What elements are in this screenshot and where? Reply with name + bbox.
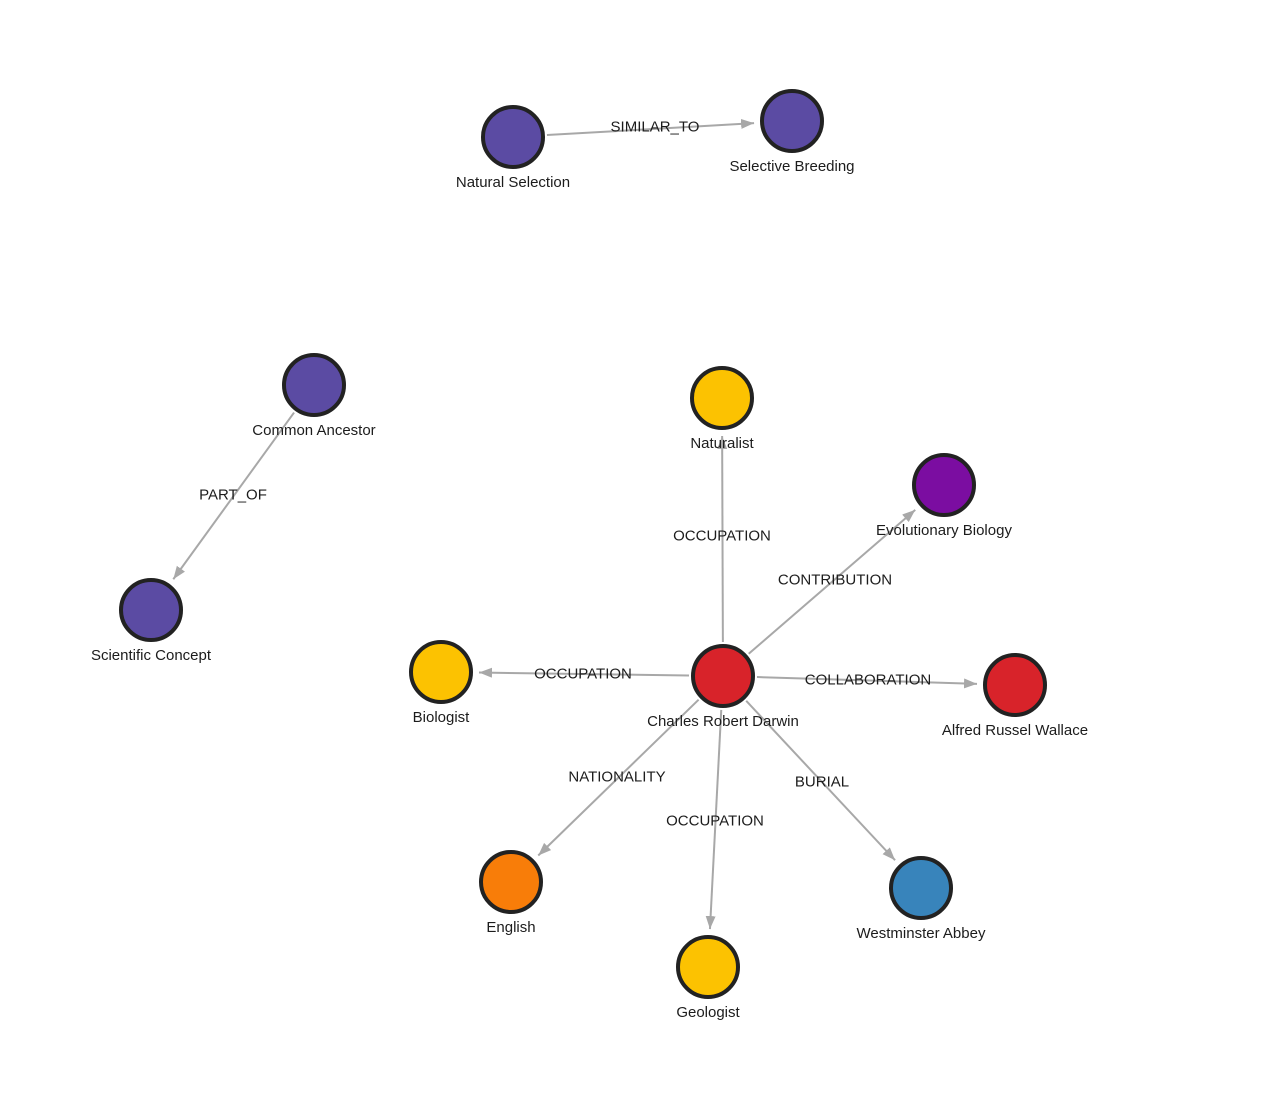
node-circle-selective-breeding[interactable] [760, 89, 824, 153]
edge-charles-robert-darwin-alfred-russel-wallace[interactable] [756, 676, 978, 689]
node-naturalist[interactable]: Naturalist [690, 366, 755, 452]
node-scientific-concept[interactable]: Scientific Concept [91, 578, 212, 664]
nodes-layer: Natural Selection Selective Breeding Commo… [91, 89, 1088, 1021]
node-label-geologist: Geologist [676, 1004, 740, 1021]
node-english[interactable]: English [479, 850, 543, 936]
edge-charles-robert-darwin-naturalist[interactable] [717, 435, 728, 643]
node-label-common-ancestor: Common Ancestor [252, 422, 375, 439]
node-evolutionary-biology[interactable]: Evolutionary Biology [876, 453, 1012, 539]
node-label-naturalist: Naturalist [690, 435, 754, 452]
edge-charles-robert-darwin-english[interactable] [537, 698, 700, 857]
node-biologist[interactable]: Biologist [409, 640, 473, 726]
edge-label-natural-selection-selective-breeding: SIMILAR_TO [611, 119, 700, 136]
node-label-natural-selection: Natural Selection [456, 174, 570, 191]
node-label-english: English [486, 919, 535, 936]
node-label-selective-breeding: Selective Breeding [729, 158, 854, 175]
edges-layer [172, 118, 978, 930]
node-circle-alfred-russel-wallace[interactable] [983, 653, 1047, 717]
edge-label-common-ancestor-scientific-concept: PART_OF [199, 487, 267, 504]
node-label-westminster-abbey: Westminster Abbey [857, 925, 986, 942]
edge-label-charles-robert-darwin-geologist: OCCUPATION [666, 813, 764, 830]
node-selective-breeding[interactable]: Selective Breeding [729, 89, 855, 175]
node-circle-geologist[interactable] [676, 935, 740, 999]
edge-natural-selection-selective-breeding[interactable] [546, 118, 755, 137]
node-circle-scientific-concept[interactable] [119, 578, 183, 642]
node-natural-selection[interactable]: Natural Selection [456, 105, 570, 191]
node-label-alfred-russel-wallace: Alfred Russel Wallace [942, 722, 1088, 739]
node-label-charles-robert-darwin: Charles Robert Darwin [647, 713, 799, 730]
node-alfred-russel-wallace[interactable]: Alfred Russel Wallace [942, 653, 1088, 739]
node-circle-natural-selection[interactable] [481, 105, 545, 169]
node-westminster-abbey[interactable]: Westminster Abbey [857, 856, 986, 942]
edge-charles-robert-darwin-evolutionary-biology[interactable] [748, 509, 916, 655]
edge-charles-robert-darwin-geologist[interactable] [705, 709, 723, 930]
edge-common-ancestor-scientific-concept[interactable] [172, 411, 295, 580]
node-geologist[interactable]: Geologist [676, 935, 741, 1021]
node-circle-evolutionary-biology[interactable] [912, 453, 976, 517]
edge-charles-robert-darwin-biologist[interactable] [478, 667, 690, 678]
node-label-evolutionary-biology: Evolutionary Biology [876, 522, 1012, 539]
node-charles-robert-darwin[interactable]: Charles Robert Darwin [647, 644, 799, 730]
node-label-scientific-concept: Scientific Concept [91, 647, 212, 664]
edge-labels-layer: SIMILAR_TO PART_OF OCCUPATION CONTRIBUTION C… [199, 119, 931, 830]
edge-label-charles-robert-darwin-westminster-abbey: BURIAL [795, 774, 849, 791]
node-circle-naturalist[interactable] [690, 366, 754, 430]
edge-label-charles-robert-darwin-alfred-russel-wallace: COLLABORATION [805, 672, 931, 689]
node-circle-english[interactable] [479, 850, 543, 914]
edge-charles-robert-darwin-westminster-abbey[interactable] [745, 700, 896, 861]
edge-label-charles-robert-darwin-evolutionary-biology: CONTRIBUTION [778, 572, 892, 589]
node-circle-common-ancestor[interactable] [282, 353, 346, 417]
node-circle-westminster-abbey[interactable] [889, 856, 953, 920]
node-label-biologist: Biologist [413, 709, 471, 726]
edge-label-charles-robert-darwin-biologist: OCCUPATION [534, 666, 632, 683]
edge-label-charles-robert-darwin-naturalist: OCCUPATION [673, 528, 771, 545]
node-circle-biologist[interactable] [409, 640, 473, 704]
node-common-ancestor[interactable]: Common Ancestor [252, 353, 376, 439]
edge-label-charles-robert-darwin-english: NATIONALITY [568, 769, 665, 786]
node-circle-charles-robert-darwin[interactable] [691, 644, 755, 708]
